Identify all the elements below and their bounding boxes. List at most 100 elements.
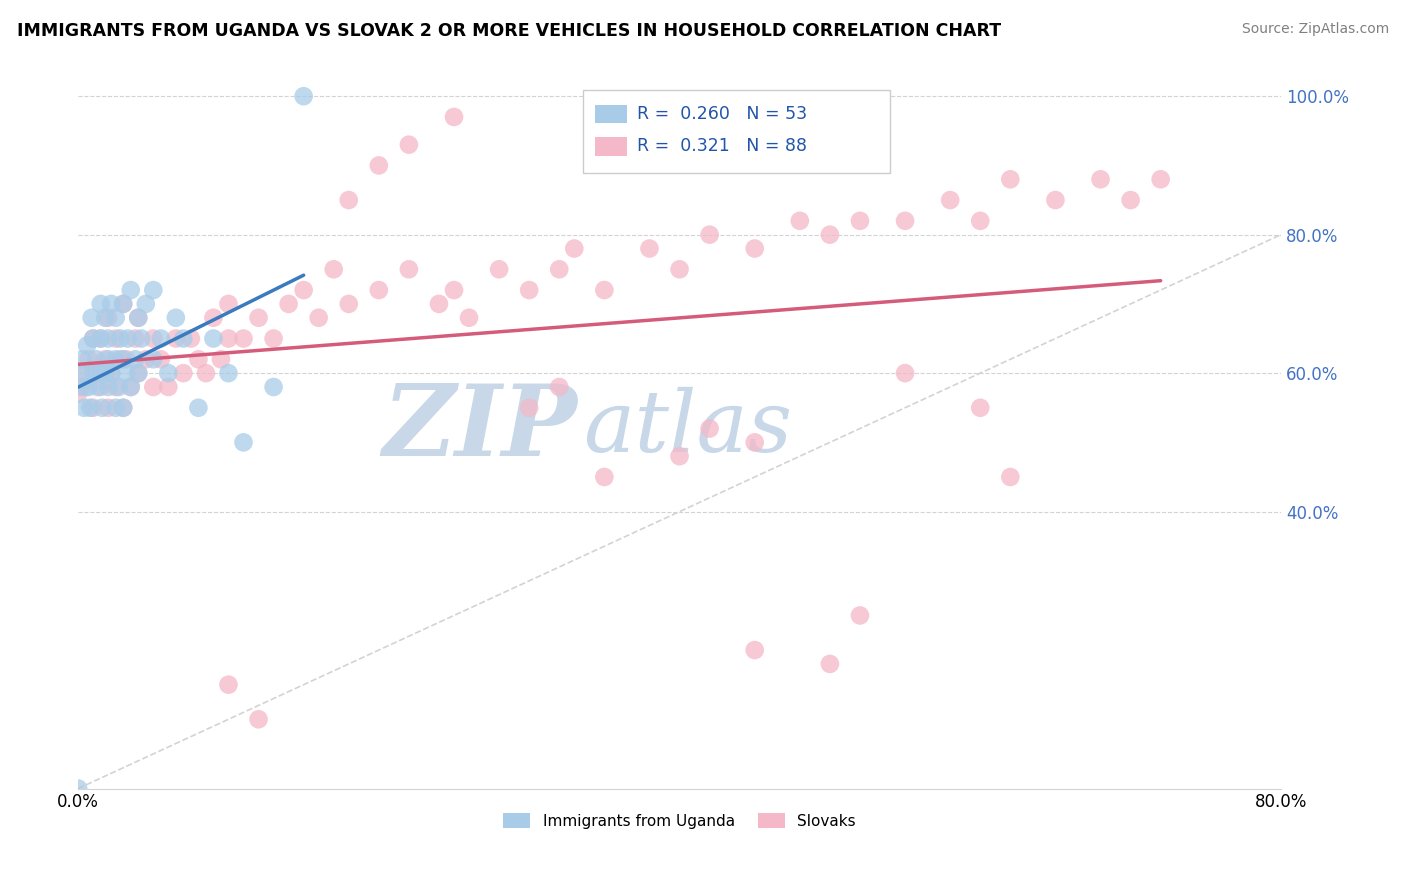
- Point: [488, 262, 510, 277]
- Point: [97, 380, 120, 394]
- Point: [818, 227, 841, 242]
- Point: [120, 380, 142, 394]
- Point: [142, 332, 165, 346]
- Text: ZIP: ZIP: [382, 380, 578, 476]
- Point: [247, 712, 270, 726]
- Point: [337, 297, 360, 311]
- Point: [548, 380, 571, 394]
- Point: [367, 158, 389, 172]
- Point: [100, 297, 122, 311]
- Point: [818, 657, 841, 671]
- Point: [84, 366, 107, 380]
- Point: [292, 283, 315, 297]
- Point: [142, 352, 165, 367]
- Point: [593, 470, 616, 484]
- Point: [77, 352, 100, 367]
- Point: [67, 387, 90, 401]
- Point: [94, 310, 117, 325]
- Point: [100, 366, 122, 380]
- Point: [849, 608, 872, 623]
- Point: [70, 380, 93, 394]
- Point: [232, 435, 254, 450]
- Point: [1000, 172, 1022, 186]
- Point: [120, 380, 142, 394]
- Point: [337, 193, 360, 207]
- Point: [79, 401, 101, 415]
- Point: [97, 332, 120, 346]
- Point: [398, 262, 420, 277]
- Point: [82, 332, 104, 346]
- Point: [202, 332, 225, 346]
- Point: [548, 262, 571, 277]
- Point: [157, 380, 180, 394]
- Point: [638, 242, 661, 256]
- Point: [939, 193, 962, 207]
- FancyBboxPatch shape: [595, 136, 627, 155]
- Point: [517, 283, 540, 297]
- Point: [104, 352, 127, 367]
- Point: [744, 435, 766, 450]
- Point: [427, 297, 450, 311]
- Point: [894, 366, 917, 380]
- Point: [744, 643, 766, 657]
- Point: [1090, 172, 1112, 186]
- Point: [90, 297, 112, 311]
- Point: [90, 332, 112, 346]
- Point: [80, 310, 103, 325]
- Text: Source: ZipAtlas.com: Source: ZipAtlas.com: [1241, 22, 1389, 37]
- Point: [232, 332, 254, 346]
- Point: [97, 352, 120, 367]
- Point: [72, 352, 94, 367]
- Point: [76, 338, 98, 352]
- Point: [247, 310, 270, 325]
- Point: [97, 401, 120, 415]
- Point: [77, 380, 100, 394]
- Point: [217, 332, 239, 346]
- Point: [124, 332, 146, 346]
- Point: [67, 781, 90, 796]
- Text: R =  0.260   N = 53: R = 0.260 N = 53: [637, 105, 807, 123]
- Point: [308, 310, 330, 325]
- Text: atlas: atlas: [583, 387, 793, 470]
- Point: [75, 366, 97, 380]
- Point: [75, 380, 97, 394]
- Point: [82, 332, 104, 346]
- Point: [277, 297, 299, 311]
- Text: R =  0.321   N = 88: R = 0.321 N = 88: [637, 137, 807, 155]
- Point: [209, 352, 232, 367]
- FancyBboxPatch shape: [583, 90, 890, 173]
- Point: [172, 332, 194, 346]
- Point: [180, 332, 202, 346]
- Point: [117, 332, 139, 346]
- Point: [165, 332, 187, 346]
- Point: [149, 332, 172, 346]
- FancyBboxPatch shape: [595, 104, 627, 123]
- Point: [187, 401, 209, 415]
- Point: [398, 137, 420, 152]
- Point: [127, 366, 149, 380]
- Point: [894, 214, 917, 228]
- Point: [112, 401, 135, 415]
- Point: [124, 352, 146, 367]
- Point: [217, 297, 239, 311]
- Point: [82, 366, 104, 380]
- Point: [744, 242, 766, 256]
- Point: [1150, 172, 1173, 186]
- Point: [70, 366, 93, 380]
- Point: [699, 227, 721, 242]
- Point: [292, 89, 315, 103]
- Point: [86, 380, 108, 394]
- Point: [165, 310, 187, 325]
- Point: [94, 352, 117, 367]
- Point: [517, 401, 540, 415]
- Point: [263, 380, 285, 394]
- Point: [458, 310, 481, 325]
- Point: [699, 421, 721, 435]
- Point: [135, 352, 157, 367]
- Point: [104, 310, 127, 325]
- Point: [142, 283, 165, 297]
- Point: [107, 380, 129, 394]
- Point: [187, 352, 209, 367]
- Point: [90, 380, 112, 394]
- Legend: Immigrants from Uganda, Slovaks: Immigrants from Uganda, Slovaks: [496, 806, 862, 835]
